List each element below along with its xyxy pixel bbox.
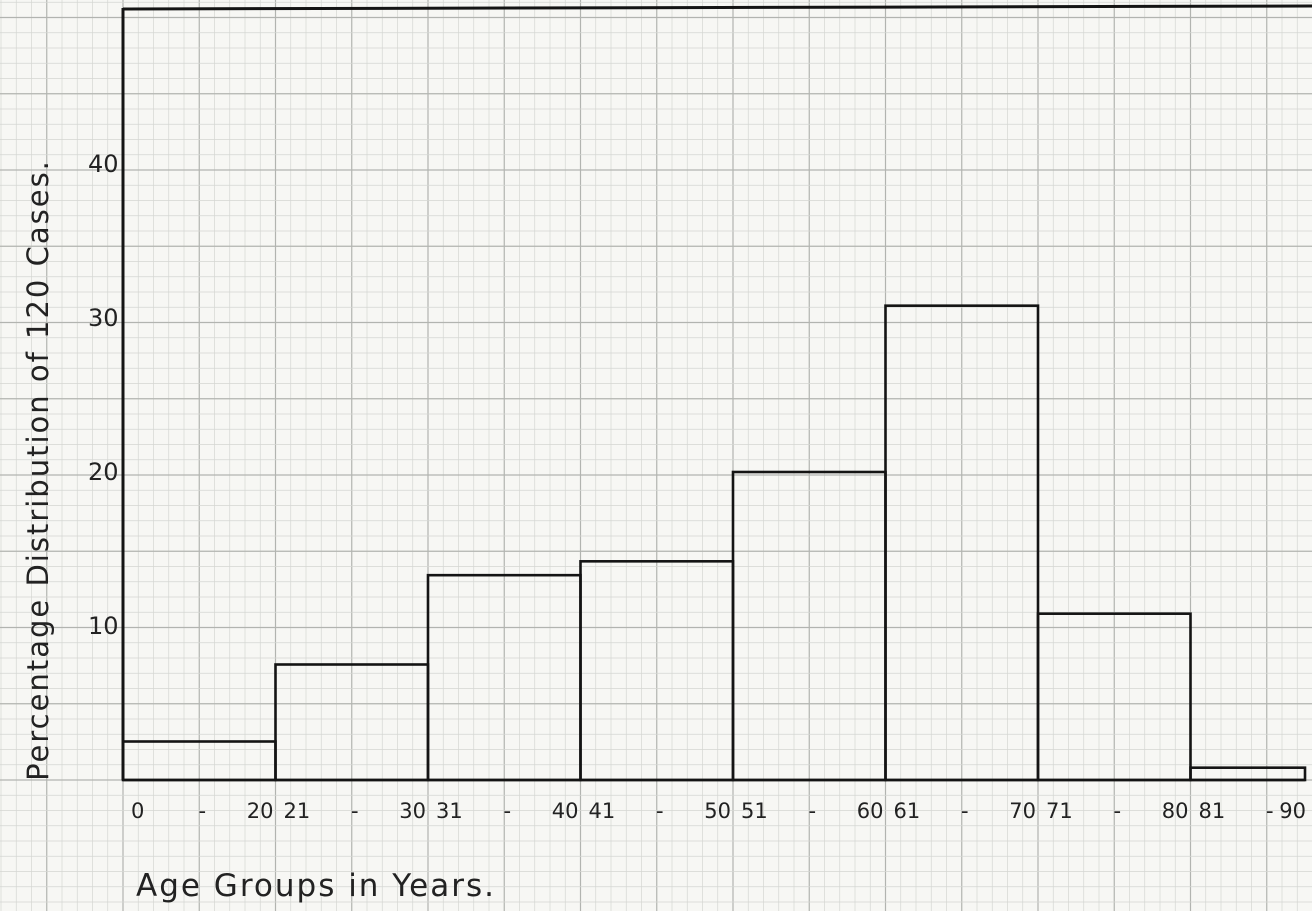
x-tick-label: - [1266,799,1274,823]
x-tick-label: 70 [1009,799,1036,823]
x-tick-label: - [351,799,359,823]
x-tick-label: 80 [1162,799,1189,823]
y-tick-labels: 10 20 30 40 [88,150,119,640]
x-tick-label: - [656,799,664,823]
y-tick-label: 30 [88,304,119,332]
x-tick-label: - [198,799,206,823]
chart-axes [121,4,1312,782]
x-tick-label: - [1113,799,1121,823]
x-axis-label: Age Groups in Years. [136,868,496,904]
x-tick-label: 90 [1279,799,1306,823]
x-tick-label: 0 [131,799,144,823]
x-tick-label: 20 [247,799,274,823]
x-tick-label: 40 [552,799,579,823]
x-tick-label: 50 [704,799,731,823]
x-tick-label: 41 [589,799,616,823]
x-tick-label: 60 [857,799,884,823]
y-tick-label: 20 [88,458,119,486]
y-axis-label: Percentage Distribution of 120 Cases. [21,159,55,781]
y-tick-label: 10 [88,612,119,640]
x-tick-label: 21 [284,799,311,823]
x-tick-label: 30 [399,799,426,823]
top-frame-line [122,4,1312,11]
x-tick-labels: 0-20 21-30 31-40 41-50 51-60 61-70 71-80 81-90 [131,799,1306,823]
x-tick-label: 61 [894,799,921,823]
x-tick-label: 81 [1199,799,1226,823]
x-tick-label: 71 [1046,799,1073,823]
y-tick-label: 40 [88,150,119,178]
x-tick-label: - [808,799,816,823]
x-tick-label: 51 [741,799,768,823]
x-tick-label: - [961,799,969,823]
x-tick-label: - [503,799,511,823]
x-tick-label: 31 [436,799,463,823]
